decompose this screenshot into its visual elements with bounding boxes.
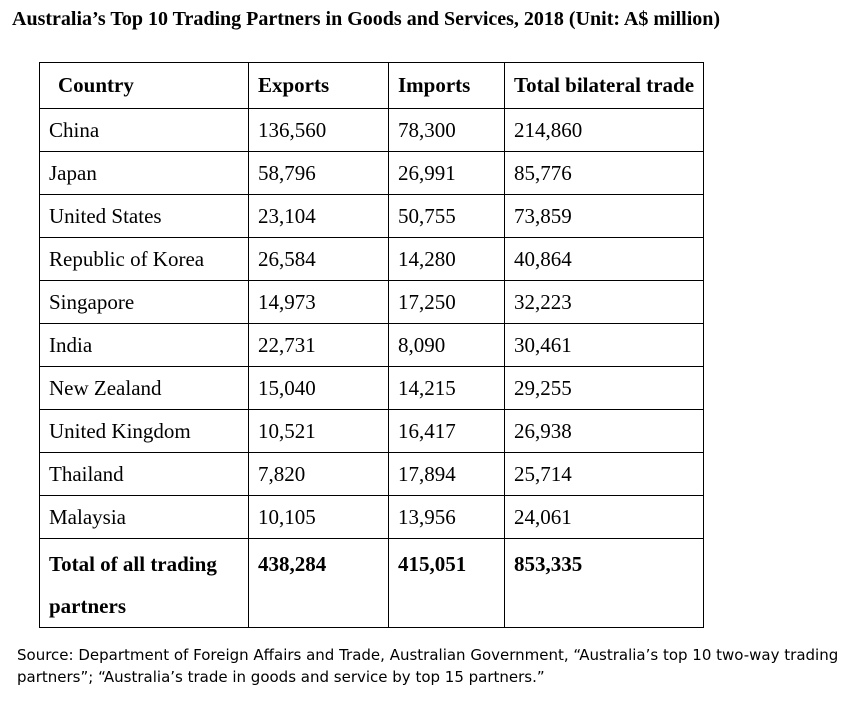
table-row: United Kingdom 10,521 16,417 26,938 xyxy=(39,409,705,453)
cell-total: 29,255 xyxy=(503,366,705,410)
header-total: Total bilateral trade xyxy=(503,62,705,109)
totals-row: Total of all trading partners 438,284 41… xyxy=(39,538,705,628)
cell-imports: 14,215 xyxy=(388,366,505,410)
cell-total: 40,864 xyxy=(503,237,705,281)
totals-total: 853,335 xyxy=(503,538,705,628)
cell-country: Republic of Korea xyxy=(39,237,249,281)
cell-total: 73,859 xyxy=(503,194,705,238)
table-row: Republic of Korea 26,584 14,280 40,864 xyxy=(39,237,705,281)
table-row: Malaysia 10,105 13,956 24,061 xyxy=(39,495,705,539)
totals-imports: 415,051 xyxy=(388,538,505,628)
cell-exports: 14,973 xyxy=(248,280,389,324)
cell-imports: 17,894 xyxy=(388,452,505,496)
header-country: Country xyxy=(39,62,249,109)
cell-total: 214,860 xyxy=(503,108,705,152)
totals-label: Total of all trading partners xyxy=(39,538,249,628)
cell-total: 32,223 xyxy=(503,280,705,324)
cell-total: 25,714 xyxy=(503,452,705,496)
cell-exports: 23,104 xyxy=(248,194,389,238)
table-row: United States 23,104 50,755 73,859 xyxy=(39,194,705,238)
cell-exports: 58,796 xyxy=(248,151,389,195)
header-exports: Exports xyxy=(248,62,389,109)
cell-exports: 26,584 xyxy=(248,237,389,281)
table-header-row: Country Exports Imports Total bilateral … xyxy=(39,62,705,109)
cell-total: 85,776 xyxy=(503,151,705,195)
header-imports: Imports xyxy=(388,62,505,109)
table-row: India 22,731 8,090 30,461 xyxy=(39,323,705,367)
cell-country: Thailand xyxy=(39,452,249,496)
cell-imports: 26,991 xyxy=(388,151,505,195)
cell-imports: 8,090 xyxy=(388,323,505,367)
table-row: Japan 58,796 26,991 85,776 xyxy=(39,151,705,195)
table-row: Thailand 7,820 17,894 25,714 xyxy=(39,452,705,496)
cell-country: India xyxy=(39,323,249,367)
cell-total: 26,938 xyxy=(503,409,705,453)
cell-exports: 10,521 xyxy=(248,409,389,453)
cell-exports: 10,105 xyxy=(248,495,389,539)
table-row: China 136,560 78,300 214,860 xyxy=(39,108,705,152)
cell-imports: 17,250 xyxy=(388,280,505,324)
cell-country: China xyxy=(39,108,249,152)
cell-exports: 22,731 xyxy=(248,323,389,367)
document-title: Australia’s Top 10 Trading Partners in G… xyxy=(12,8,721,30)
cell-imports: 16,417 xyxy=(388,409,505,453)
cell-country: Japan xyxy=(39,151,249,195)
cell-imports: 14,280 xyxy=(388,237,505,281)
cell-imports: 50,755 xyxy=(388,194,505,238)
totals-exports: 438,284 xyxy=(248,538,389,628)
cell-exports: 15,040 xyxy=(248,366,389,410)
table-row: New Zealand 15,040 14,215 29,255 xyxy=(39,366,705,410)
cell-exports: 7,820 xyxy=(248,452,389,496)
cell-imports: 13,956 xyxy=(388,495,505,539)
source-note: Source: Department of Foreign Affairs an… xyxy=(17,646,839,686)
cell-imports: 78,300 xyxy=(388,108,505,152)
trade-partners-table: Country Exports Imports Total bilateral … xyxy=(39,62,705,628)
cell-country: Malaysia xyxy=(39,495,249,539)
cell-country: New Zealand xyxy=(39,366,249,410)
cell-country: Singapore xyxy=(39,280,249,324)
cell-country: United Kingdom xyxy=(39,409,249,453)
cell-exports: 136,560 xyxy=(248,108,389,152)
cell-total: 24,061 xyxy=(503,495,705,539)
cell-country: United States xyxy=(39,194,249,238)
cell-total: 30,461 xyxy=(503,323,705,367)
table-row: Singapore 14,973 17,250 32,223 xyxy=(39,280,705,324)
